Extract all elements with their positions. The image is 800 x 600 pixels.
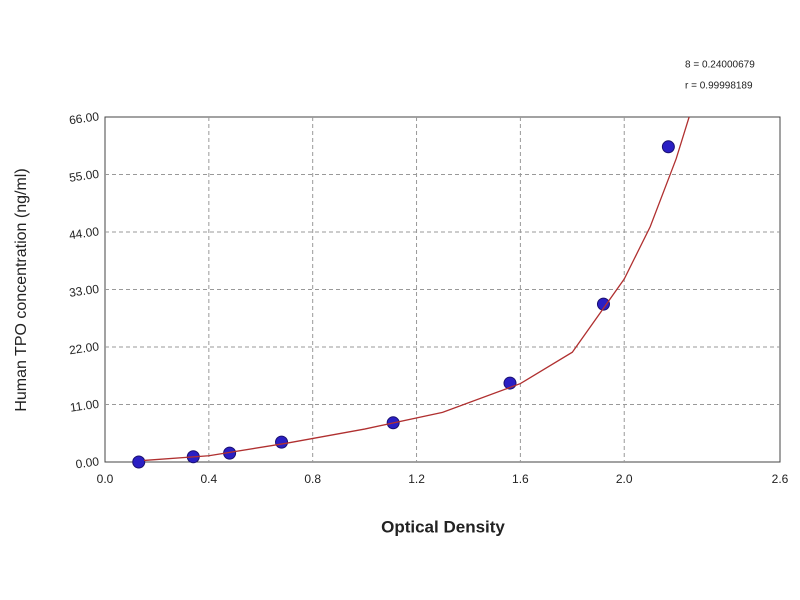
y-tick-label: 44.00 xyxy=(68,224,100,242)
x-axis-title: Optical Density xyxy=(381,517,505,536)
x-tick-label: 1.2 xyxy=(408,472,425,486)
x-tick-label: 0.4 xyxy=(201,472,218,486)
data-point xyxy=(132,455,146,469)
y-tick-label: 33.00 xyxy=(68,282,100,300)
y-tick-label: 22.00 xyxy=(68,339,100,357)
x-tick-label: 2.6 xyxy=(772,472,789,486)
x-tick-label: 1.6 xyxy=(512,472,529,486)
x-tick-label: 0.0 xyxy=(97,472,114,486)
x-tick-label: 0.8 xyxy=(304,472,321,486)
annotation: 8 = 0.24000679 xyxy=(685,60,755,71)
y-tick-label: 66.00 xyxy=(68,109,100,127)
y-tick-label: 55.00 xyxy=(68,167,100,185)
annotation: r = 0.99998189 xyxy=(685,81,753,92)
y-axis-title: Human TPO concentration (ng/ml) xyxy=(13,168,30,411)
y-tick-label: 11.00 xyxy=(69,397,100,415)
x-tick-label: 2.0 xyxy=(616,472,633,486)
data-point xyxy=(275,435,289,449)
data-point xyxy=(661,140,675,154)
y-tick-label: 0.00 xyxy=(75,454,100,471)
fit-curve xyxy=(143,116,690,462)
data-point xyxy=(596,297,610,311)
